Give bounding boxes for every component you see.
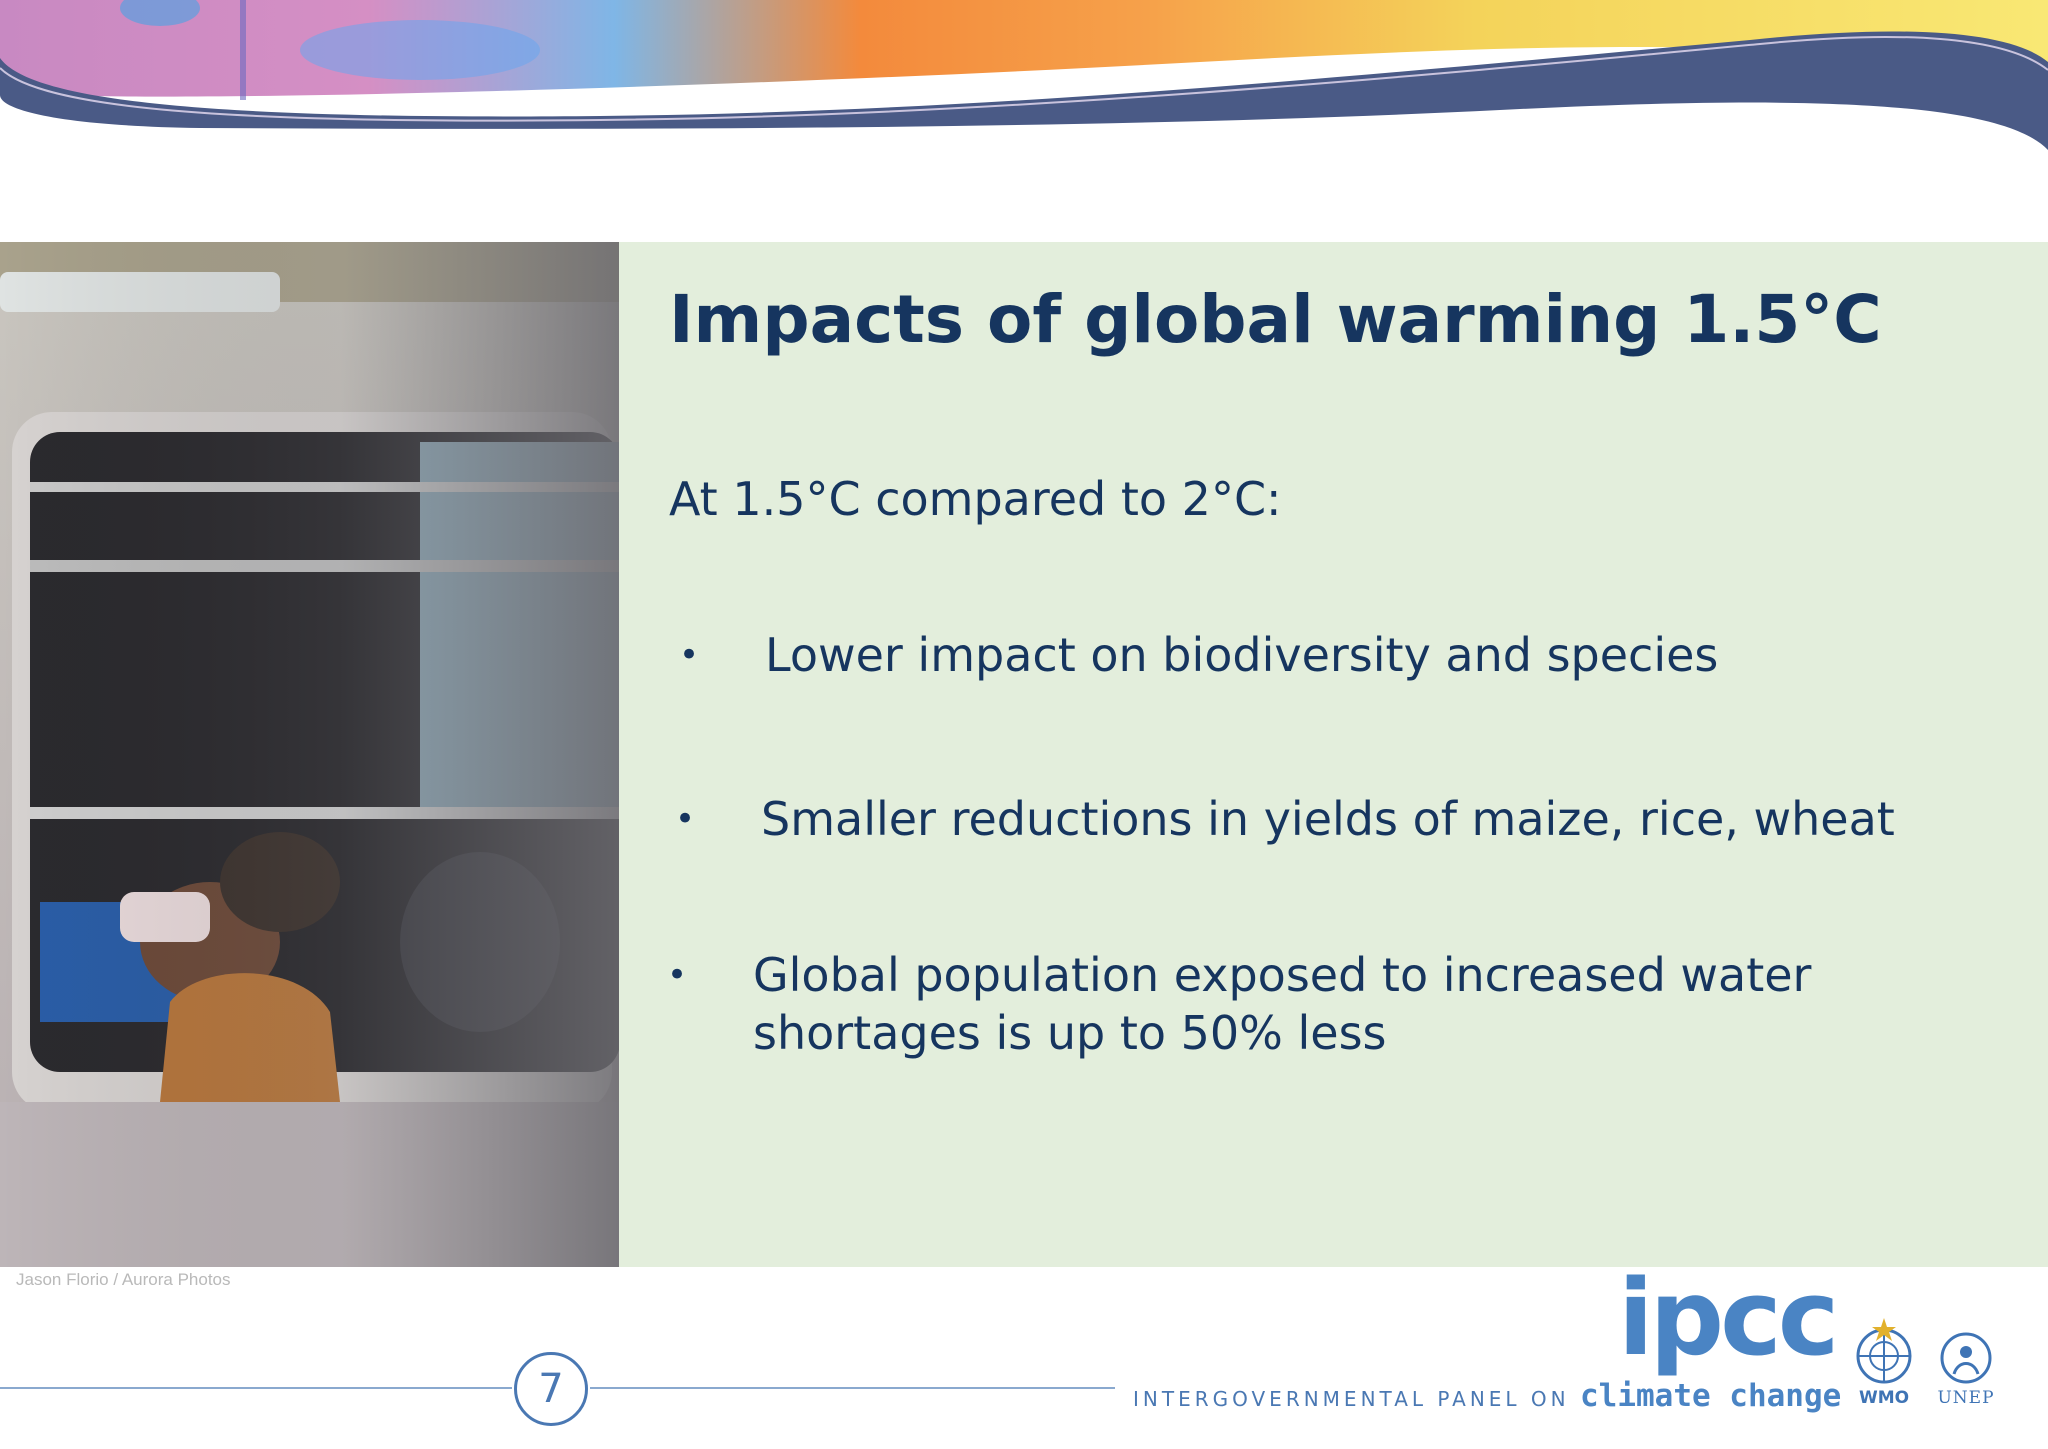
ipcc-subtitle-emphasis: climate change xyxy=(1580,1378,1842,1414)
photo-credit: Jason Florio / Aurora Photos xyxy=(16,1270,231,1289)
bullet-text-line: Global population exposed to increased w… xyxy=(753,948,1812,1002)
unep-label: UNEP xyxy=(1937,1388,1995,1408)
photo xyxy=(0,242,619,1267)
footer-divider xyxy=(590,1387,1115,1389)
ipcc-subtitle-text: INTERGOVERNMENTAL PANEL ON xyxy=(1133,1387,1570,1411)
content-panel: Impacts of global warming 1.5°C At 1.5°C… xyxy=(619,242,2048,1267)
bullet-text-line: shortages is up to 50% less xyxy=(753,1006,1387,1060)
page-number: 7 xyxy=(514,1352,588,1426)
ipcc-subtitle: INTERGOVERNMENTAL PANEL ON climate chang… xyxy=(1133,1378,1841,1414)
slide-title: Impacts of global warming 1.5°C xyxy=(669,281,1882,358)
intro-text: At 1.5°C compared to 2°C: xyxy=(669,472,1282,526)
bullet-dot: • xyxy=(667,955,688,995)
bullet-text: Smaller reductions in yields of maize, r… xyxy=(761,792,1895,846)
wmo-label: WMO xyxy=(1858,1388,1910,1408)
wmo-logo: WMO xyxy=(1848,1318,1920,1408)
unep-emblem-icon xyxy=(1940,1332,1992,1384)
bullet-text: Global population exposed to increased w… xyxy=(753,946,2013,1062)
unep-logo: UNEP xyxy=(1930,1330,2002,1408)
footer-divider xyxy=(0,1387,512,1389)
ipcc-logo: ipcc xyxy=(1618,1257,1839,1379)
wmo-emblem-icon xyxy=(1856,1318,1912,1384)
bullet-dot: • xyxy=(679,635,700,675)
bullet-dot: • xyxy=(675,799,696,839)
bullet-text: Lower impact on biodiversity and species xyxy=(765,628,1719,682)
header-banner xyxy=(0,0,2048,175)
